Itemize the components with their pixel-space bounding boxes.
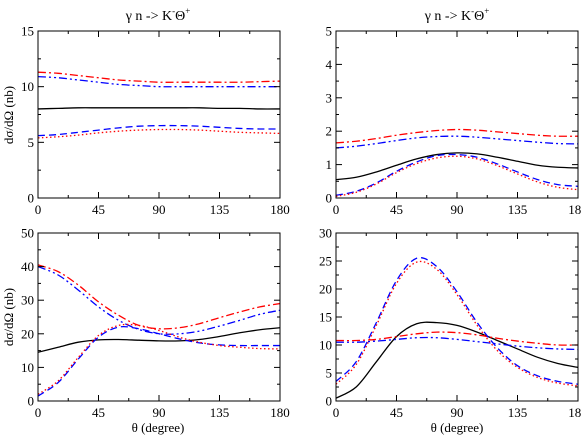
panel-bottom-right: 0 45 90 135 180 0 5 10 15 20 25 30 — [319, 226, 581, 421]
xlabel-right: θ (degree) — [431, 420, 484, 435]
title-left: γ n -> K-Θ+ — [125, 6, 191, 24]
y-tick-label: 2 — [326, 124, 333, 139]
x-tick-label: 0 — [35, 202, 42, 217]
y-tick-label: 10 — [319, 338, 332, 353]
x-tick-label: 135 — [210, 405, 230, 420]
panel-top-left: 0 45 90 135 180 0 5 10 15 — [21, 24, 290, 218]
x-tick-label: 45 — [390, 405, 403, 420]
ylabel-top: dσ/dΩ (nb) — [1, 86, 16, 144]
y-tick-label: 15 — [21, 24, 34, 39]
x-tick-label: 90 — [153, 202, 166, 217]
series-line-dash-dot — [38, 264, 280, 330]
x-tick-label: 0 — [35, 405, 42, 420]
series-line-solid — [336, 321, 578, 399]
series-line-solid — [38, 327, 280, 353]
series-line-solid — [38, 107, 280, 110]
y-tick-label: 30 — [21, 293, 34, 308]
x-tick-label: 45 — [92, 202, 105, 217]
plot-frame — [37, 30, 281, 199]
x-tick-label: 180 — [568, 405, 581, 420]
y-tick-label: 0 — [28, 394, 35, 409]
y-tick-label: 0 — [326, 191, 333, 206]
y-tick-label: 40 — [21, 259, 34, 274]
xlabel-left: θ (degree) — [132, 420, 185, 435]
x-tick-label: 90 — [153, 405, 166, 420]
y-tick-label: 25 — [319, 254, 332, 269]
y-tick-label: 30 — [319, 226, 332, 241]
series-line-dot — [336, 260, 578, 387]
series-line-dash — [336, 257, 578, 385]
x-tick-label: 135 — [508, 202, 528, 217]
x-tick-label: 45 — [390, 202, 403, 217]
series-line-dash-dot-dot — [38, 265, 280, 335]
y-tick-label: 20 — [21, 326, 34, 341]
y-tick-label: 5 — [326, 24, 333, 39]
y-tick-label: 1 — [326, 157, 333, 172]
series-line-dash — [336, 153, 578, 196]
series-group — [38, 71, 280, 139]
y-tick-label: 10 — [21, 79, 34, 94]
series-line-dash-dot — [38, 71, 280, 83]
panel-bottom-left: 0 45 90 135 180 0 10 20 30 40 50 — [21, 226, 290, 421]
x-tick-label: 90 — [451, 405, 464, 420]
y-tick-label: 5 — [326, 366, 333, 381]
series-group — [336, 128, 578, 197]
series-line-dash-dot-dot — [336, 336, 578, 351]
title-right: γ n -> K-Θ+ — [424, 6, 490, 24]
series-line-dash — [38, 124, 280, 137]
x-tick-label: 135 — [508, 405, 528, 420]
x-tick-label: 180 — [568, 202, 581, 217]
panel-top-right: 04590135180012345 — [326, 24, 581, 218]
x-tick-label: 0 — [333, 405, 340, 420]
y-tick-label: 3 — [326, 90, 333, 105]
y-tick-label: 20 — [319, 282, 332, 297]
x-tick-label: 180 — [270, 202, 290, 217]
y-tick-label: 0 — [326, 394, 333, 409]
series-line-dash-dot — [336, 331, 578, 346]
plot-frame — [37, 232, 281, 402]
y-tick-label: 50 — [21, 226, 34, 241]
x-tick-label: 45 — [92, 405, 105, 420]
y-tick-label: 15 — [319, 310, 332, 325]
series-line-solid — [336, 152, 578, 181]
series-line-dot — [38, 323, 280, 395]
y-tick-label: 10 — [21, 360, 34, 375]
y-tick-label: 0 — [28, 191, 35, 206]
x-tick-label: 90 — [451, 202, 464, 217]
x-tick-label: 0 — [333, 202, 340, 217]
x-tick-label: 180 — [270, 405, 290, 420]
series-line-dot — [38, 128, 280, 139]
ylabel-bottom: dσ/dΩ (nb) — [1, 288, 16, 346]
series-group — [38, 264, 280, 397]
y-tick-label: 4 — [326, 57, 333, 72]
series-line-dot — [336, 155, 578, 197]
series-line-dash — [38, 325, 280, 397]
series-line-dash-dot-dot — [38, 76, 280, 88]
y-tick-label: 5 — [28, 135, 35, 150]
x-tick-label: 135 — [210, 202, 230, 217]
series-group — [336, 257, 578, 399]
series-line-dash-dot-dot — [336, 135, 578, 149]
plot-frame — [335, 232, 579, 402]
